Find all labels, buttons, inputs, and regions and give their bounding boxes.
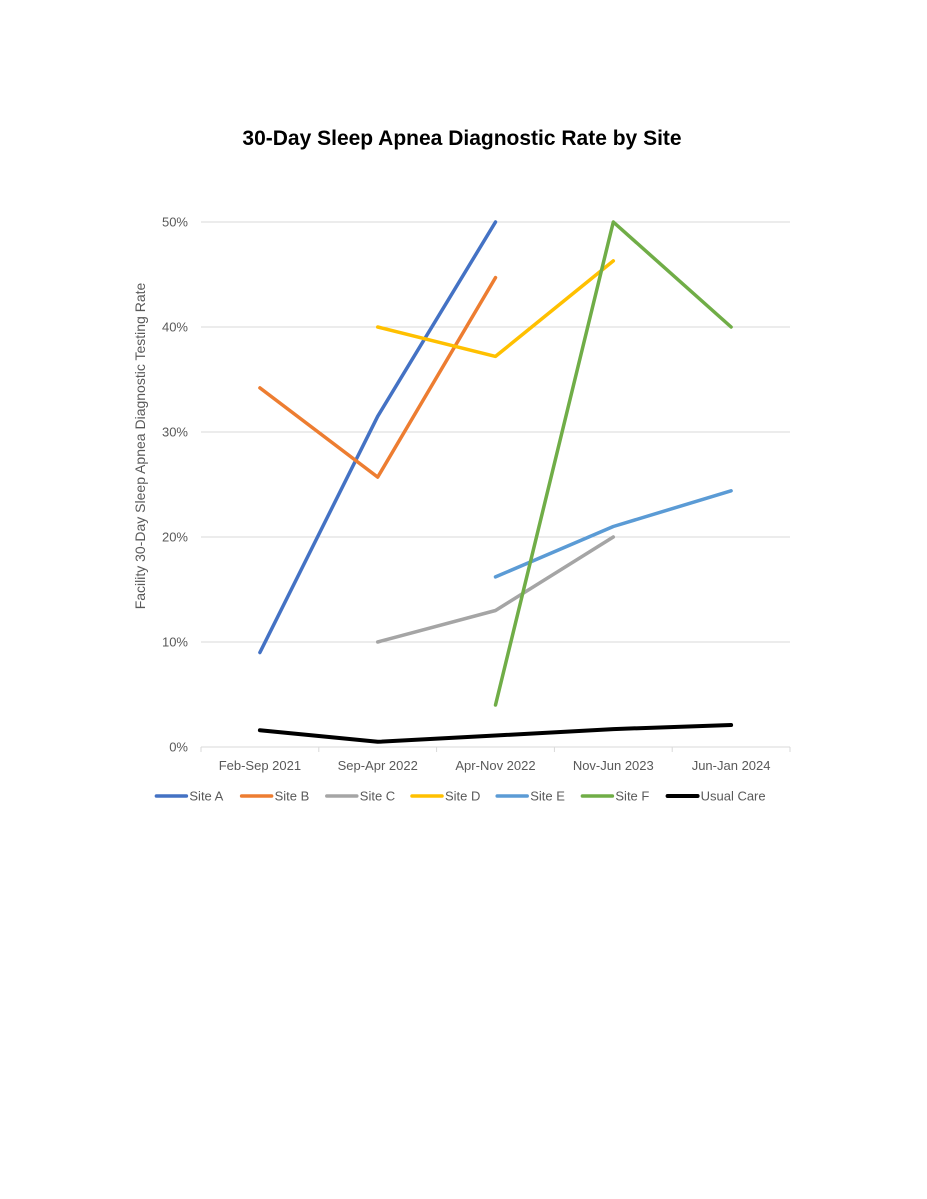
series-line-usual-care <box>257 723 734 744</box>
x-tick-label: Nov-Jun 2023 <box>573 758 654 773</box>
legend-item-site-a: Site A <box>154 789 224 804</box>
x-tick-label: Sep-Apr 2022 <box>338 758 418 773</box>
y-axis-title: Facility 30-Day Sleep Apnea Diagnostic T… <box>132 282 148 609</box>
y-tick-label: 20% <box>162 530 188 545</box>
legend-item-site-b: Site B <box>239 789 310 804</box>
x-tick-label: Jun-Jan 2024 <box>692 758 771 773</box>
y-tick-label: 10% <box>162 635 188 650</box>
legend-item-usual-care: Usual Care <box>665 789 766 804</box>
series-line-site-d <box>375 259 616 359</box>
series-line-site-c <box>375 535 616 644</box>
legend-item-site-f: Site F <box>580 789 649 804</box>
x-tick-label: Feb-Sep 2021 <box>219 758 301 773</box>
series-lines <box>257 220 734 744</box>
x-tick-label: Apr-Nov 2022 <box>455 758 535 773</box>
legend-label: Site C <box>360 789 395 804</box>
y-tick-label: 40% <box>162 320 188 335</box>
legend: Site A Site B Site C Site D Site E Site F Usua… <box>154 789 766 804</box>
series-line-site-e <box>493 489 733 579</box>
legend-label: Usual Care <box>701 789 766 804</box>
legend-label: Site E <box>530 789 565 804</box>
legend-label: Site F <box>615 789 649 804</box>
y-tick-label: 50% <box>162 215 188 230</box>
legend-label: Site B <box>275 789 310 804</box>
axes: 0% 10% 20% 30% 40% 50% Feb-Sep 2021 Sep-Apr 202… <box>162 215 791 773</box>
legend-label: Site A <box>189 789 223 804</box>
legend-item-site-e: Site E <box>495 789 565 804</box>
legend-item-site-c: Site C <box>325 789 395 804</box>
series-line-site-a <box>258 220 498 655</box>
series-line-site-f <box>493 220 733 707</box>
y-tick-label: 30% <box>162 425 188 440</box>
legend-item-site-d: Site D <box>410 789 480 804</box>
chart-title: 30-Day Sleep Apnea Diagnostic Rate by Si… <box>242 127 681 150</box>
series-line-site-b <box>258 275 498 479</box>
gridlines <box>201 221 790 643</box>
legend-label: Site D <box>445 789 480 804</box>
y-tick-label: 0% <box>169 740 188 755</box>
